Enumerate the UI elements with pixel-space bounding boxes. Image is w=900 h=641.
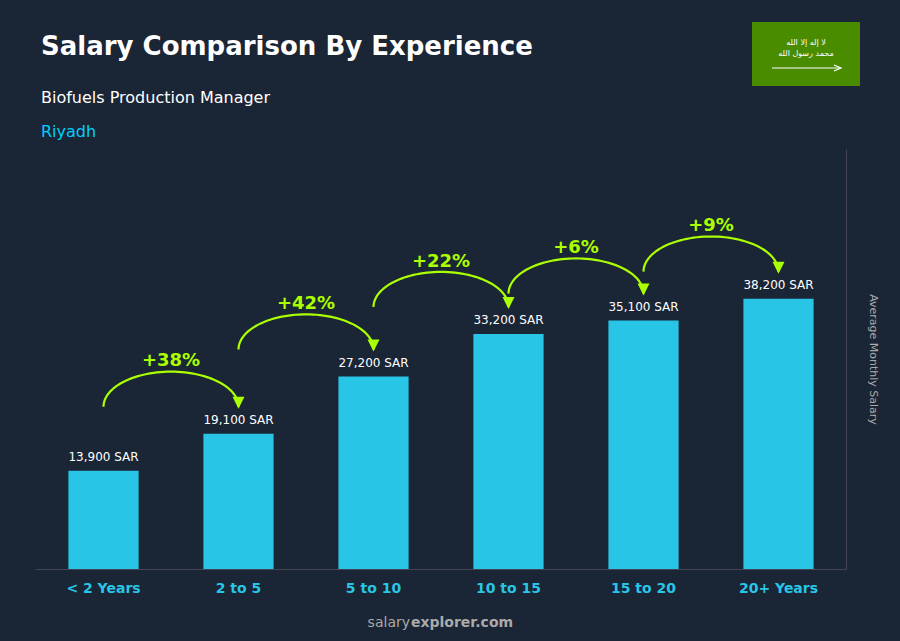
svg-text:35,100 SAR: 35,100 SAR [608,300,678,314]
svg-text:20+ Years: 20+ Years [739,580,818,596]
svg-text:+6%: +6% [553,236,599,257]
svg-text:2 to 5: 2 to 5 [216,580,262,596]
svg-text:Riyadh: Riyadh [41,122,96,141]
svg-text:10 to 15: 10 to 15 [476,580,541,596]
svg-text:+22%: +22% [412,250,470,271]
svg-text:explorer.com: explorer.com [411,614,513,630]
svg-text:+42%: +42% [277,292,335,313]
svg-text:لا إله إلا الله: لا إله إلا الله [786,38,826,48]
svg-text:Average Monthly Salary: Average Monthly Salary [867,294,880,425]
svg-text:Salary Comparison By Experienc: Salary Comparison By Experience [41,31,533,61]
svg-text:33,200 SAR: 33,200 SAR [473,313,543,327]
svg-text:15 to 20: 15 to 20 [611,580,676,596]
svg-text:5 to 10: 5 to 10 [346,580,402,596]
svg-text:محمد رسول الله: محمد رسول الله [778,49,833,58]
svg-text:Biofuels Production Manager: Biofuels Production Manager [41,88,270,107]
svg-text:13,900 SAR: 13,900 SAR [68,450,138,464]
svg-text:+9%: +9% [688,214,734,235]
svg-text:+38%: +38% [142,349,200,370]
svg-text:< 2 Years: < 2 Years [66,580,140,596]
svg-text:salary: salary [368,614,410,630]
svg-text:38,200 SAR: 38,200 SAR [743,278,813,292]
svg-text:19,100 SAR: 19,100 SAR [203,413,273,427]
svg-text:27,200 SAR: 27,200 SAR [338,356,408,370]
